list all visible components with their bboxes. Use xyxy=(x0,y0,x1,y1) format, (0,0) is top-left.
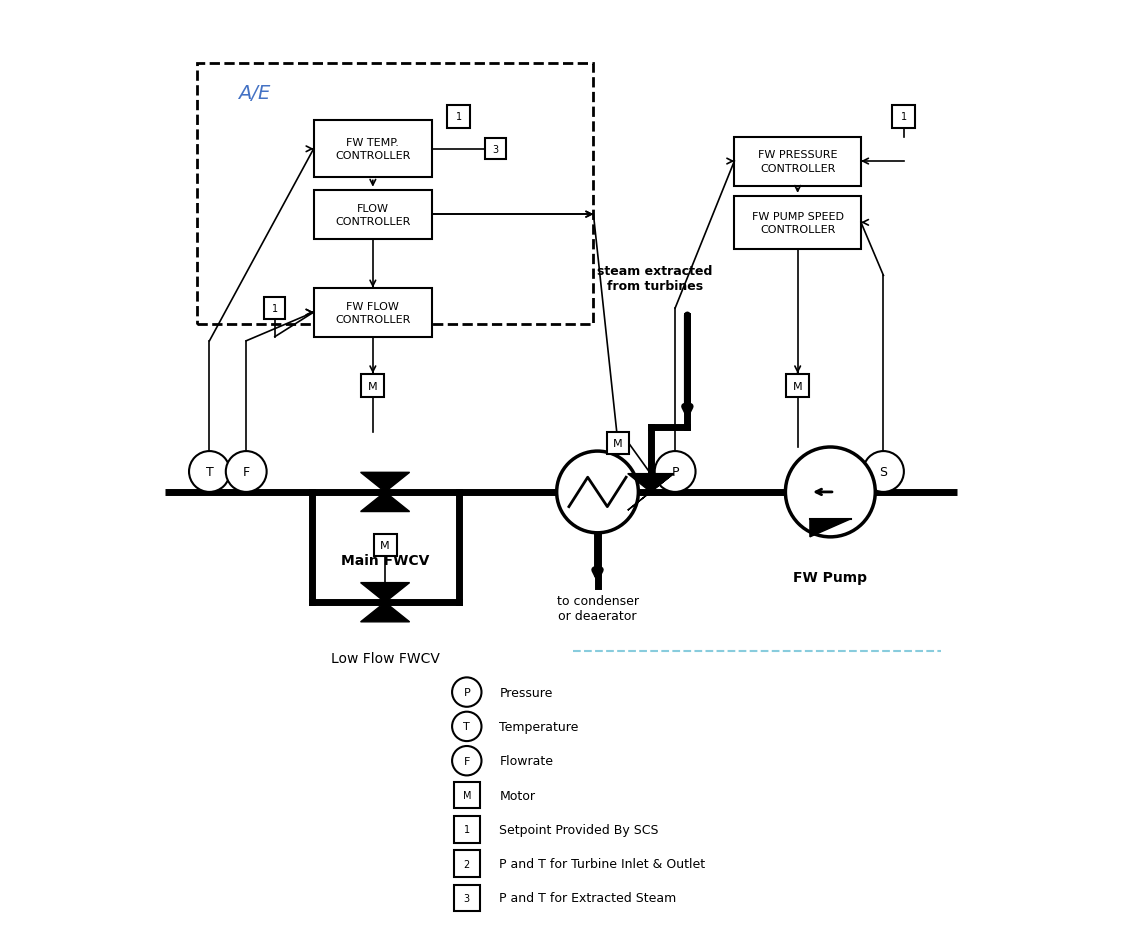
Circle shape xyxy=(226,451,267,493)
Circle shape xyxy=(863,451,904,493)
Bar xyxy=(374,534,397,557)
Circle shape xyxy=(189,451,230,493)
Text: F: F xyxy=(243,465,250,479)
Text: T: T xyxy=(205,465,213,479)
Text: M: M xyxy=(463,790,471,801)
Text: P: P xyxy=(463,687,470,698)
Text: FW PUMP SPEED
CONTROLLER: FW PUMP SPEED CONTROLLER xyxy=(752,211,843,235)
Text: 3: 3 xyxy=(493,144,499,155)
Bar xyxy=(607,433,628,454)
Text: Low Flow FWCV: Low Flow FWCV xyxy=(331,651,440,666)
Text: Setpoint Provided By SCS: Setpoint Provided By SCS xyxy=(500,823,659,836)
Circle shape xyxy=(654,451,696,493)
Bar xyxy=(197,64,594,325)
Text: to condenser
or deaerator: to condenser or deaerator xyxy=(557,595,638,622)
Text: M: M xyxy=(380,541,390,550)
Text: FW Pump: FW Pump xyxy=(793,570,868,584)
Bar xyxy=(314,191,432,240)
Polygon shape xyxy=(361,602,409,622)
Circle shape xyxy=(452,746,481,776)
Polygon shape xyxy=(361,493,409,512)
Text: 1: 1 xyxy=(456,112,462,122)
Bar xyxy=(454,851,480,877)
Text: P and T for Extracted Steam: P and T for Extracted Steam xyxy=(500,891,677,904)
Circle shape xyxy=(452,678,481,707)
Text: T: T xyxy=(463,721,470,732)
Polygon shape xyxy=(628,474,674,493)
Text: FW TEMP.
CONTROLLER: FW TEMP. CONTROLLER xyxy=(335,138,410,161)
Bar xyxy=(361,375,384,397)
Bar xyxy=(454,885,480,911)
Polygon shape xyxy=(628,474,674,511)
Polygon shape xyxy=(810,519,850,537)
Text: M: M xyxy=(613,438,622,448)
Bar xyxy=(454,817,480,843)
Text: Flowrate: Flowrate xyxy=(500,754,554,767)
Text: steam extracted
from turbines: steam extracted from turbines xyxy=(597,264,713,293)
Text: Motor: Motor xyxy=(500,788,535,801)
Bar xyxy=(447,106,470,128)
Text: FW FLOW
CONTROLLER: FW FLOW CONTROLLER xyxy=(335,301,410,325)
Bar xyxy=(786,375,809,397)
Bar xyxy=(314,121,432,178)
Polygon shape xyxy=(361,583,409,602)
Text: M: M xyxy=(793,381,802,392)
Polygon shape xyxy=(361,473,409,493)
Bar xyxy=(735,196,861,249)
Text: Main FWCV: Main FWCV xyxy=(340,553,430,567)
Text: Pressure: Pressure xyxy=(500,686,552,699)
Text: 3: 3 xyxy=(464,893,470,903)
Text: FLOW
CONTROLLER: FLOW CONTROLLER xyxy=(335,203,410,227)
Circle shape xyxy=(557,451,638,533)
Circle shape xyxy=(785,447,876,537)
Bar xyxy=(314,288,432,337)
Text: 1: 1 xyxy=(901,112,906,122)
Text: P: P xyxy=(672,465,678,479)
Bar xyxy=(454,782,480,808)
Text: 2: 2 xyxy=(464,859,470,868)
Bar xyxy=(265,298,285,319)
Text: P and T for Turbine Inlet & Outlet: P and T for Turbine Inlet & Outlet xyxy=(500,857,706,870)
Bar xyxy=(893,106,916,128)
Circle shape xyxy=(452,712,481,741)
Text: A/E: A/E xyxy=(238,84,270,103)
Text: 1: 1 xyxy=(272,304,277,313)
Text: S: S xyxy=(879,465,887,479)
Bar xyxy=(485,139,507,160)
Text: F: F xyxy=(464,756,470,766)
Text: FW PRESSURE
CONTROLLER: FW PRESSURE CONTROLLER xyxy=(758,150,838,174)
Text: 1: 1 xyxy=(464,824,470,834)
Text: Temperature: Temperature xyxy=(500,720,579,733)
Text: M: M xyxy=(368,381,378,392)
Bar xyxy=(735,138,861,186)
